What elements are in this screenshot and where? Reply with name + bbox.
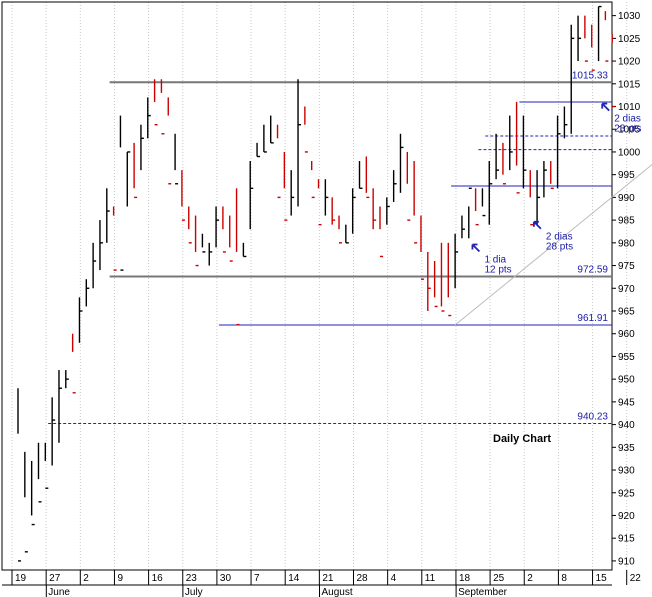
y-tick-label: 985 <box>618 216 635 227</box>
x-tick-label: 16 <box>152 573 164 584</box>
x-tick-label: 8 <box>561 573 567 584</box>
chart-title: Daily Chart <box>493 433 551 445</box>
month-label: September <box>458 587 508 597</box>
x-tick-label: 2 <box>83 573 89 584</box>
y-tick-label: 1005 <box>618 125 641 136</box>
y-tick-label: 1010 <box>618 102 641 113</box>
y-tick-label: 910 <box>618 556 635 567</box>
month-label: August <box>322 587 353 597</box>
x-tick-label: 2 <box>527 573 533 584</box>
level-label: 1015.33 <box>572 70 609 81</box>
annotation-arrow <box>533 220 542 230</box>
y-tick-label: 995 <box>618 170 635 181</box>
y-tick-label: 970 <box>618 284 635 295</box>
x-tick-label: 9 <box>117 573 123 584</box>
y-tick-label: 940 <box>618 420 635 431</box>
annotation-label: 2 dias <box>546 232 573 243</box>
y-tick-label: 920 <box>618 511 635 522</box>
x-tick-label: 22 <box>630 573 642 584</box>
annotation-label: 2 dias <box>614 114 641 125</box>
y-tick-label: 945 <box>618 397 635 408</box>
y-tick-label: 960 <box>618 329 635 340</box>
y-tick-label: 955 <box>618 352 635 363</box>
x-tick-label: 25 <box>493 573 505 584</box>
x-tick-label: 14 <box>288 573 300 584</box>
y-tick-label: 930 <box>618 466 635 477</box>
trendline <box>454 163 652 326</box>
y-tick-label: 1020 <box>618 57 641 68</box>
annotation-label: 1 dia <box>484 254 506 265</box>
x-tick-label: 21 <box>322 573 334 584</box>
annotation-label: 28 pts <box>546 242 573 253</box>
x-tick-label: 15 <box>596 573 608 584</box>
y-tick-label: 925 <box>618 488 635 499</box>
y-tick-label: 975 <box>618 261 635 272</box>
x-tick-label: 19 <box>15 573 27 584</box>
x-tick-label: 23 <box>186 573 198 584</box>
plot-frame <box>1 1 613 571</box>
y-tick-label: 980 <box>618 238 635 249</box>
month-label: July <box>185 587 203 597</box>
y-tick-label: 935 <box>618 443 635 454</box>
x-tick-label: 30 <box>220 573 232 584</box>
month-label: June <box>48 587 70 597</box>
annotation-label: 12 pts <box>484 264 511 275</box>
y-tick-label: 1025 <box>618 34 641 45</box>
x-tick-label: 11 <box>425 573 436 584</box>
x-tick-label: 18 <box>459 573 471 584</box>
x-tick-label: 4 <box>391 573 397 584</box>
y-tick-label: 990 <box>618 193 635 204</box>
y-tick-label: 1015 <box>618 79 641 90</box>
x-tick-label: 27 <box>49 573 61 584</box>
y-tick-label: 1000 <box>618 147 641 158</box>
y-tick-label: 950 <box>618 375 635 386</box>
y-tick-label: 915 <box>618 534 635 545</box>
annotation-arrow <box>601 102 610 112</box>
level-label: 961.91 <box>577 313 608 324</box>
level-label: 972.59 <box>577 265 608 276</box>
annotation-label: 23 pts <box>614 124 641 135</box>
y-tick-label: 965 <box>618 306 635 317</box>
x-tick-label: 7 <box>254 573 260 584</box>
annotation-arrow <box>471 243 481 253</box>
x-tick-label: 28 <box>357 573 369 584</box>
y-tick-label: 1030 <box>618 11 641 22</box>
level-label: 940.23 <box>577 412 608 423</box>
